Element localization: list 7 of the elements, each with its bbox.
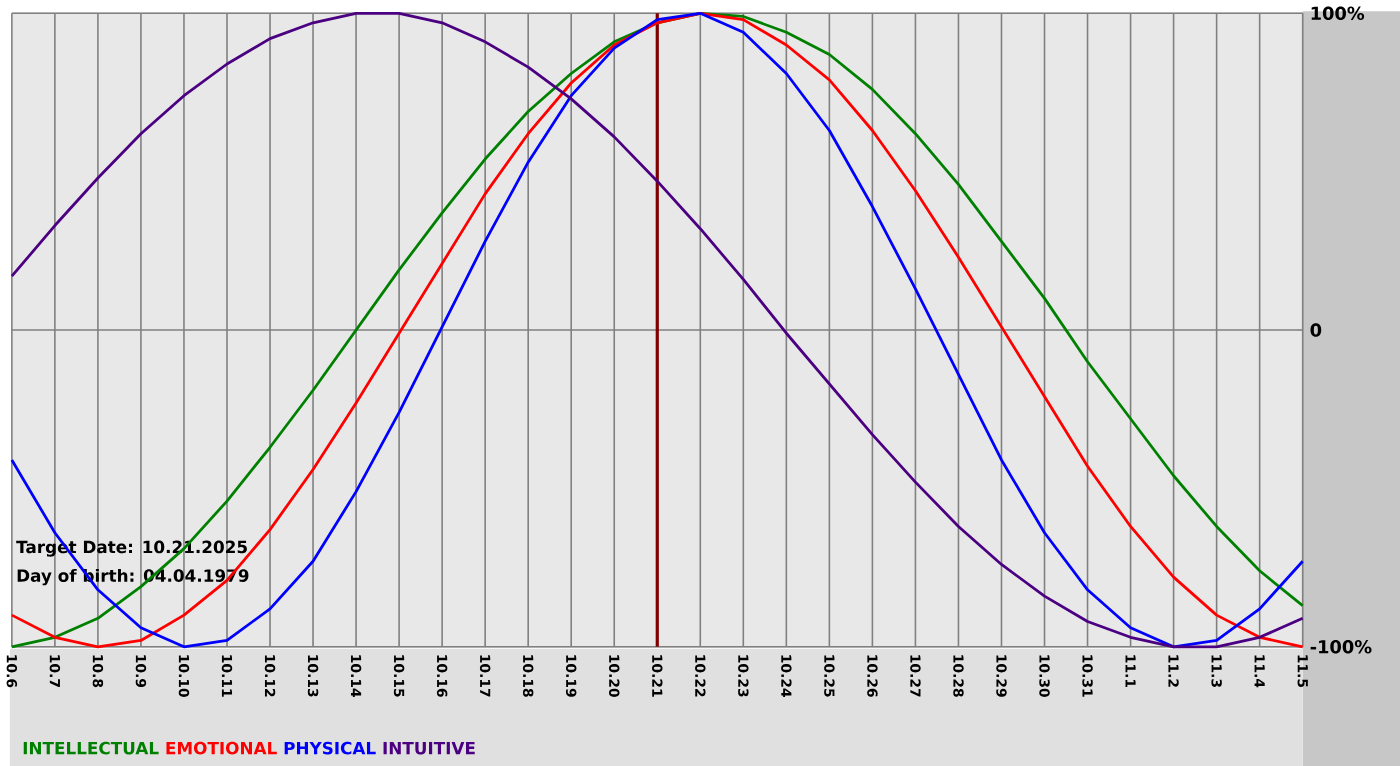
y-tick-label: 0 <box>1310 323 1322 337</box>
text: INTUITIVE <box>383 741 475 755</box>
text: INTELLECTUAL <box>23 741 159 755</box>
text: PHYSICAL <box>284 741 376 755</box>
text: EMOTIONAL <box>166 741 277 755</box>
y-tick-label: -100% <box>1310 640 1372 654</box>
y-tick-label: 100% <box>1311 6 1365 21</box>
